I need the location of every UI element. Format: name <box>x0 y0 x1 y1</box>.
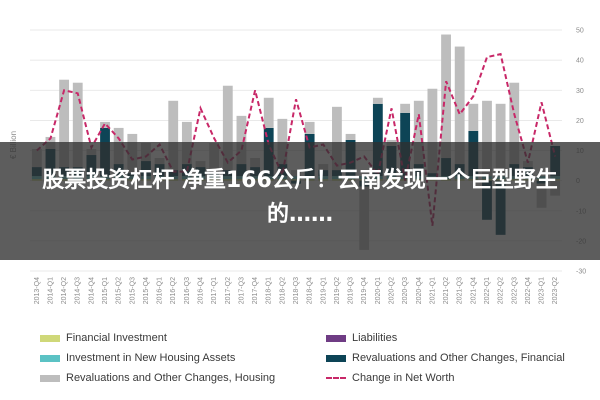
x-tick-label: 2017-Q3 <box>238 277 245 304</box>
legend-label: Financial Investment <box>66 332 167 344</box>
legend-label: Investment in New Housing Assets <box>66 352 236 364</box>
legend-swatch <box>326 377 346 379</box>
bar-segment <box>441 34 451 159</box>
x-tick-label: 2015-Q3 <box>129 277 136 304</box>
y-tick-label: 20 <box>576 118 584 125</box>
bar-segment <box>454 46 465 165</box>
bar-segment <box>509 82 520 165</box>
x-tick-label: 2023-Q1 <box>539 277 546 304</box>
legend-label: Change in Net Worth <box>352 372 455 384</box>
x-tick-label: 2018-Q4 <box>307 277 314 304</box>
y-tick-label: -30 <box>576 269 586 276</box>
x-tick-label: 2021-Q1 <box>429 277 436 304</box>
bar-segment <box>263 97 274 128</box>
legend-label: Liabilities <box>352 332 398 344</box>
x-tick-label: 2014-Q1 <box>47 277 54 304</box>
x-tick-label: 2015-Q1 <box>102 277 109 304</box>
legend-item-liabilities: Liabilities <box>326 332 397 344</box>
legend-item-revaluations-housing: Revaluations and Other Changes, Housing <box>40 372 275 384</box>
x-tick-label: 2019-Q1 <box>320 277 327 304</box>
legend-swatch <box>40 374 60 382</box>
bar-segment <box>168 100 179 171</box>
x-tick-label: 2016-Q3 <box>184 277 191 304</box>
bar-segment <box>400 103 411 113</box>
legend-item-revaluations-financial: Revaluations and Other Changes, Financia… <box>326 352 565 364</box>
bar-segment <box>72 82 83 168</box>
x-tick-label: 2014-Q2 <box>61 277 68 304</box>
x-tick-label: 2022-Q3 <box>511 277 518 304</box>
x-tick-label: 2016-Q2 <box>170 277 177 304</box>
x-tick-label: 2015-Q2 <box>116 277 123 304</box>
x-tick-label: 2014-Q3 <box>75 277 82 304</box>
legend-item-new-housing: Investment in New Housing Assets <box>40 352 235 364</box>
x-tick-label: 2020-Q1 <box>375 277 382 304</box>
y-tick-label: 50 <box>576 28 584 35</box>
bar-segment <box>304 121 315 134</box>
headline-text[interactable]: 股票投资杠杆 净重166公斤！云南发现一个巨型野生的…… <box>42 168 558 227</box>
x-tick-label: 2013-Q4 <box>34 277 41 304</box>
x-tick-label: 2014-Q4 <box>88 277 95 304</box>
x-tick-label: 2018-Q1 <box>266 277 273 304</box>
bar-segment <box>332 106 342 171</box>
bar-segment <box>345 133 356 140</box>
legend-label: Revaluations and Other Changes, Housing <box>66 372 276 384</box>
x-tick-label: 2019-Q2 <box>334 277 341 304</box>
headline-overlay[interactable]: 股票投资杠杆 净重166公斤！云南发现一个巨型野生的…… <box>0 142 600 260</box>
legend-label: Revaluations and Other Changes, Financia… <box>352 352 565 364</box>
x-tick-label: 2022-Q2 <box>498 277 505 304</box>
x-tick-label: 2022-Q4 <box>525 277 532 304</box>
x-tick-label: 2020-Q3 <box>402 277 409 304</box>
bar-segment <box>413 100 424 165</box>
bar-segment <box>468 103 479 131</box>
x-tick-label: 2020-Q4 <box>416 277 423 304</box>
legend-swatch <box>40 334 60 342</box>
legend-item-net-worth: Change in Net Worth <box>326 372 455 384</box>
legend-swatch <box>40 354 60 362</box>
x-tick-label: 2022-Q1 <box>484 277 491 304</box>
legend-swatch <box>326 354 346 362</box>
x-tick-label: 2019-Q4 <box>361 277 368 304</box>
x-tick-label: 2020-Q2 <box>388 277 395 304</box>
bar-segment <box>372 97 383 104</box>
x-tick-label: 2017-Q2 <box>225 277 232 304</box>
bar-segment <box>482 100 492 177</box>
bar-segment <box>59 79 70 168</box>
x-tick-label: 2017-Q4 <box>252 277 259 304</box>
x-tick-label: 2015-Q4 <box>143 277 150 304</box>
legend-swatch <box>326 334 346 342</box>
bar-segment <box>277 118 288 165</box>
legend-item-financial-investment: Financial Investment <box>40 332 167 344</box>
x-tick-label: 2019-Q3 <box>348 277 355 304</box>
x-tick-label: 2017-Q1 <box>211 277 218 304</box>
x-tick-label: 2023-Q2 <box>552 277 559 304</box>
y-tick-label: 40 <box>576 58 584 65</box>
x-tick-label: 2018-Q2 <box>279 277 286 304</box>
legend: Financial Investment Liabilities Investm… <box>0 332 600 394</box>
x-tick-label: 2016-Q4 <box>198 277 205 304</box>
y-tick-label: 30 <box>576 88 584 95</box>
bar-segment <box>427 88 438 174</box>
x-tick-labels: 2013-Q4 2014-Q1 2014-Q2 2014-Q3 2014-Q4 2015-… <box>34 277 559 304</box>
x-tick-label: 2021-Q2 <box>443 277 450 304</box>
bar-segment <box>495 103 506 177</box>
x-tick-label: 2021-Q4 <box>470 277 477 304</box>
bar-segment <box>236 115 247 165</box>
x-tick-label: 2018-Q3 <box>293 277 300 304</box>
bar-segment <box>222 85 233 171</box>
x-tick-label: 2016-Q1 <box>157 277 164 304</box>
bar-segment <box>372 103 383 177</box>
x-tick-label: 2021-Q3 <box>457 277 464 304</box>
